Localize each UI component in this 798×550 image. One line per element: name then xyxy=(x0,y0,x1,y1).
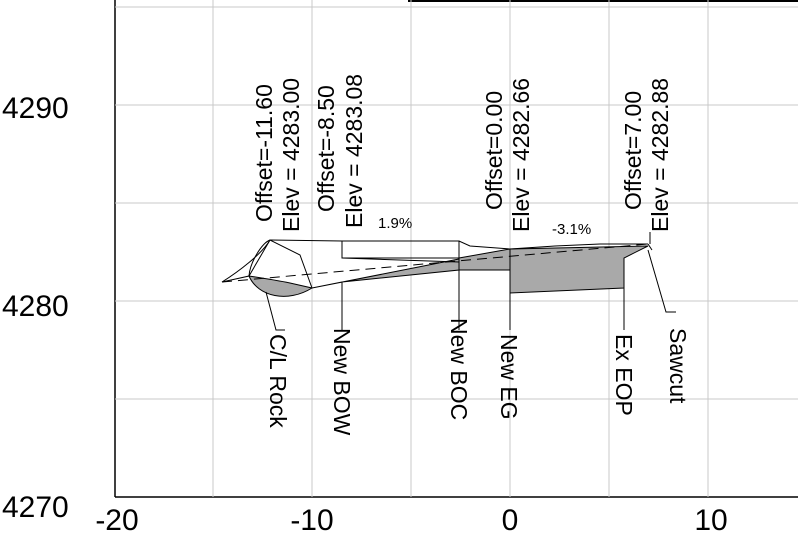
elev-label: Elev = 4283.00 xyxy=(278,78,304,232)
callout-label-eg: New EG xyxy=(496,334,522,420)
leader-line-sawcut xyxy=(647,249,676,313)
slope-label: -3.1% xyxy=(552,221,591,238)
grid xyxy=(115,0,798,497)
callout-label-rock: C/L Rock xyxy=(265,334,291,428)
offset-label: Offset=-8.50 xyxy=(313,85,339,212)
point-labels: Offset=-11.60 Elev = 4283.00 Offset=-8.5… xyxy=(251,74,673,232)
leader-line-rock xyxy=(265,291,285,331)
elev-label: Elev = 4282.66 xyxy=(508,78,534,232)
offset-label: Offset=-11.60 xyxy=(251,84,277,222)
pavement-fill-region xyxy=(509,245,649,294)
y-tick-label: 4290 xyxy=(2,92,69,125)
callout-labels: C/L Rock New BOW New BOC New EG Ex EOP S… xyxy=(265,318,691,436)
callout-label-bow: New BOW xyxy=(329,328,355,436)
x-tick-label: -20 xyxy=(95,504,138,537)
elev-label: Elev = 4283.08 xyxy=(341,74,367,228)
bow-fill-region xyxy=(311,258,460,289)
y-tick-label: 4270 xyxy=(2,491,69,524)
left-slope-line xyxy=(221,239,271,283)
callout-label-eop: Ex EOP xyxy=(611,334,637,416)
cut-fill-regions xyxy=(248,245,649,297)
x-tick-label: 0 xyxy=(502,504,519,537)
slope-label: 1.9% xyxy=(378,215,412,232)
existing-ground-line xyxy=(221,243,649,283)
callout-leaders xyxy=(265,249,676,331)
boc-fill-region xyxy=(458,248,511,271)
sawcut-edge-line xyxy=(647,243,653,251)
wall-base-line xyxy=(341,257,460,263)
callout-label-boc: New BOC xyxy=(446,318,472,420)
offset-label: Offset=0.00 xyxy=(481,91,507,210)
x-tick-label: 10 xyxy=(694,504,727,537)
rock-outline xyxy=(248,239,271,277)
callout-label-sawcut: Sawcut xyxy=(665,328,691,404)
section-linework xyxy=(221,239,653,289)
wall-outline xyxy=(341,240,460,259)
offset-label: Offset=7.00 xyxy=(620,91,646,210)
y-tick-label: 4280 xyxy=(2,290,69,323)
x-tick-label: -10 xyxy=(290,504,333,537)
elev-label: Elev = 4282.88 xyxy=(647,78,673,232)
